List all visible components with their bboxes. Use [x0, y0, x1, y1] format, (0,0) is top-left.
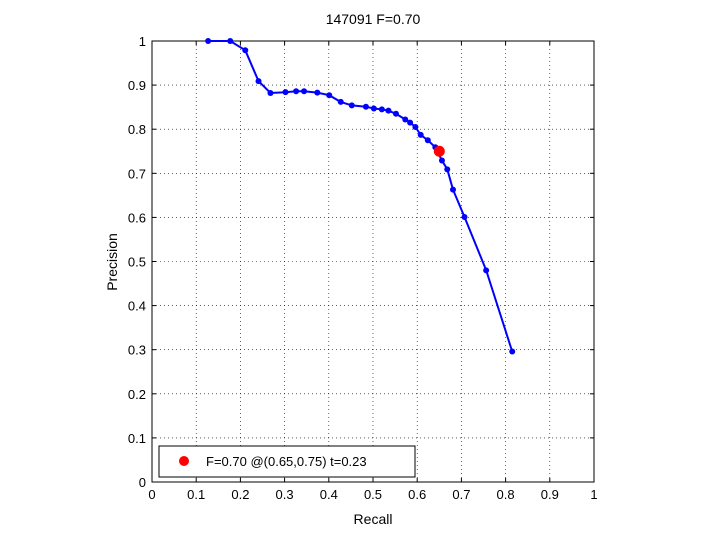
- pr-curve-point: [385, 107, 392, 114]
- pr-curve-point: [314, 89, 321, 96]
- y-tick-label: 0.4: [128, 299, 146, 314]
- pr-curve-point: [227, 38, 234, 44]
- y-tick-label: 0: [139, 475, 146, 490]
- pr-curve-point: [326, 92, 333, 99]
- x-tick-label: 1: [590, 487, 597, 502]
- x-tick-label: 0.2: [231, 487, 249, 502]
- x-tick-label: 0.9: [541, 487, 559, 502]
- pr-curve-point: [301, 88, 308, 95]
- x-tick-label: 0.1: [187, 487, 205, 502]
- legend-box: [158, 445, 416, 478]
- pr-curve-point: [267, 90, 274, 97]
- pr-curve-point: [378, 106, 385, 113]
- legend-marker: [179, 456, 189, 466]
- pr-curve-point: [348, 102, 355, 109]
- pr-curve-point: [402, 116, 409, 123]
- x-tick-label: 0.5: [364, 487, 382, 502]
- x-tick-label: 0.8: [497, 487, 515, 502]
- pr-curve-point: [424, 137, 431, 144]
- y-tick-label: 0.6: [128, 210, 146, 225]
- pr-curve-point: [450, 186, 457, 193]
- pr-curve-point: [293, 88, 300, 95]
- highlight-layer: [433, 145, 445, 157]
- pr-curve-point: [370, 105, 377, 112]
- pr-curve-point: [362, 103, 369, 110]
- pr-curve-point: [205, 38, 212, 44]
- x-tick-label: 0.3: [276, 487, 294, 502]
- pr-curve-point: [417, 131, 424, 138]
- pr-curve-point: [337, 98, 344, 105]
- chart-title: 147091 F=0.70: [326, 11, 421, 27]
- best-f-point: [433, 145, 445, 157]
- x-tick-label: 0.6: [408, 487, 426, 502]
- pr-curve-point: [407, 119, 414, 126]
- pr-curve-point: [483, 267, 490, 274]
- legend: F=0.70 @(0.65,0.75) t=0.23: [158, 445, 416, 478]
- y-tick-label: 0.2: [128, 387, 146, 402]
- x-tick-label: 0.4: [320, 487, 338, 502]
- pr-curve-point: [461, 213, 468, 220]
- series-layer: [205, 38, 516, 355]
- y-axis-label: Precision: [104, 233, 120, 291]
- pr-curve-point: [509, 348, 516, 355]
- y-tick-label: 0.8: [128, 122, 146, 137]
- y-tick-label: 0.7: [128, 166, 146, 181]
- y-tick-label: 0.5: [128, 255, 146, 270]
- pr-curve-point: [242, 47, 249, 54]
- pr-curve-point: [412, 123, 419, 130]
- pr-curve-point: [282, 89, 289, 96]
- pr-curve-point: [255, 78, 262, 85]
- x-tick-label: 0: [148, 487, 155, 502]
- y-tick-label: 0.1: [128, 431, 146, 446]
- grid-layer: [152, 41, 594, 482]
- legend-label: F=0.70 @(0.65,0.75) t=0.23: [206, 454, 367, 469]
- tick-layer: 0 0.1 0.2 0.3 0.4 0.5 0.6 0.7 0.8 0.9 1 0 0.1 0.2 0.3 0…: [128, 34, 598, 502]
- pr-curve-point: [438, 157, 445, 164]
- y-tick-label: 0.3: [128, 343, 146, 358]
- pr-curve-point: [392, 110, 399, 117]
- pr-curve-point: [444, 166, 451, 173]
- y-tick-label: 0.9: [128, 78, 146, 93]
- x-axis-label: Recall: [354, 511, 393, 527]
- y-tick-label: 1: [139, 34, 146, 49]
- x-tick-label: 0.7: [452, 487, 470, 502]
